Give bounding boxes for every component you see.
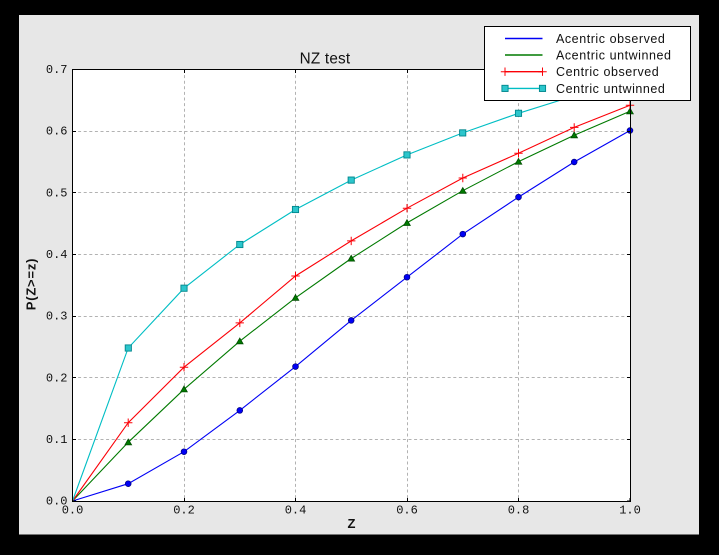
- svg-text:0.0: 0.0: [62, 504, 84, 518]
- svg-text:NZ test: NZ test: [300, 51, 351, 68]
- svg-text:0.0: 0.0: [46, 495, 68, 509]
- svg-text:0.3: 0.3: [46, 310, 68, 324]
- svg-text:0.6: 0.6: [396, 504, 418, 518]
- svg-text:Z: Z: [348, 516, 356, 531]
- svg-text:0.2: 0.2: [173, 504, 195, 518]
- svg-text:0.5: 0.5: [46, 186, 68, 200]
- svg-text:0.2: 0.2: [46, 371, 68, 385]
- svg-text:Acentric untwinned: Acentric untwinned: [556, 48, 672, 62]
- svg-text:0.7: 0.7: [46, 63, 68, 77]
- svg-text:1.0: 1.0: [619, 504, 641, 518]
- svg-text:Centric untwinned: Centric untwinned: [556, 82, 665, 96]
- svg-text:P(Z>=z): P(Z>=z): [24, 258, 39, 311]
- svg-text:0.1: 0.1: [46, 433, 68, 447]
- svg-text:Centric observed: Centric observed: [556, 65, 659, 79]
- svg-text:0.8: 0.8: [508, 504, 530, 518]
- svg-text:0.6: 0.6: [46, 125, 68, 139]
- svg-text:Acentric observed: Acentric observed: [556, 32, 665, 46]
- svg-text:0.4: 0.4: [46, 248, 68, 262]
- svg-text:0.4: 0.4: [285, 504, 307, 518]
